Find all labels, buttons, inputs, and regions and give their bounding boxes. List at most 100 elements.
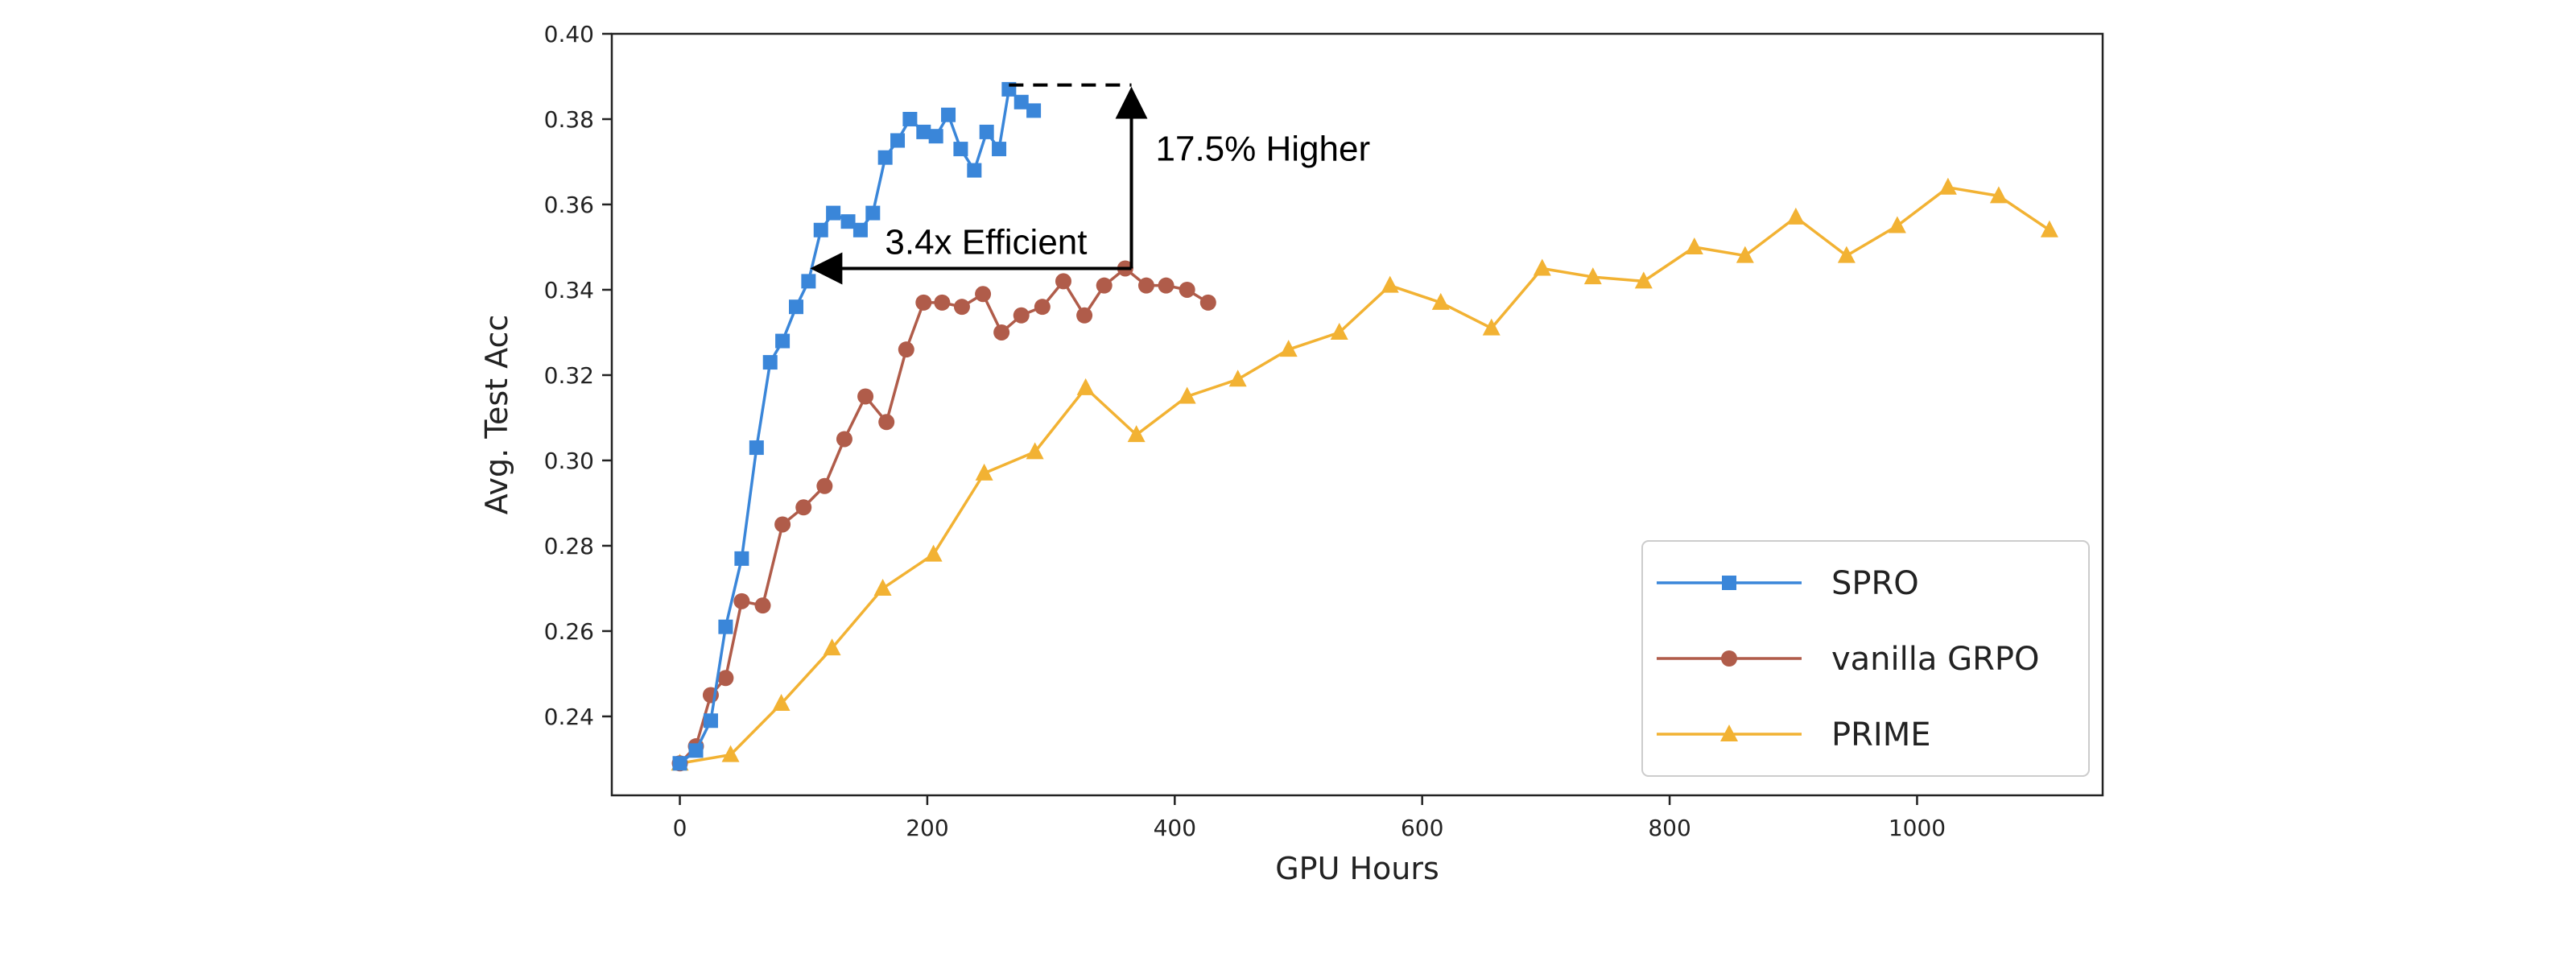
data-point [813, 222, 828, 237]
data-point [1228, 369, 1247, 387]
data-point [878, 414, 895, 431]
data-point [1055, 273, 1071, 290]
data-point [857, 388, 874, 405]
data-point [762, 355, 778, 370]
x-tick-label: 600 [1401, 815, 1443, 841]
data-point [1127, 425, 1146, 443]
legend-box [1641, 540, 2090, 777]
data-point [754, 597, 771, 614]
data-point [1076, 307, 1093, 324]
data-point [1583, 267, 1602, 285]
data-point [898, 341, 914, 358]
data-point [1026, 442, 1044, 460]
data-point [789, 299, 804, 315]
legend-marker [1722, 576, 1736, 590]
data-point [1381, 275, 1399, 293]
data-point [717, 670, 734, 687]
data-point [1279, 340, 1298, 357]
x-axis-label: GPU Hours [1275, 851, 1439, 886]
data-point [826, 205, 841, 221]
legend-item: SPRO [1657, 565, 1919, 602]
data-point [979, 124, 994, 139]
improvement-label: 17.5% Higher [1156, 130, 1371, 169]
data-point [1533, 258, 1551, 276]
data-point [775, 333, 791, 349]
y-tick-label: 0.34 [544, 277, 594, 303]
y-tick-label: 0.36 [544, 192, 594, 218]
data-point [1158, 277, 1174, 294]
series-vanilla-grpo [671, 260, 1216, 772]
data-point [928, 129, 943, 144]
data-point [890, 133, 906, 148]
y-tick-label: 0.24 [544, 704, 594, 730]
data-point [1026, 103, 1042, 118]
data-point [1786, 207, 1805, 225]
data-point [1482, 318, 1501, 336]
legend-label: vanilla GRPO [1831, 641, 2040, 678]
legend-marker [1721, 650, 1737, 667]
legend-item: vanilla GRPO [1657, 641, 2040, 678]
legend-marker [1720, 724, 1738, 741]
series-group [671, 81, 2058, 772]
data-point [672, 756, 687, 771]
y-tick-label: 0.38 [544, 106, 594, 133]
y-tick-label: 0.30 [544, 448, 594, 474]
data-point [1330, 322, 1348, 340]
series-line [679, 266, 1209, 765]
data-point [1989, 186, 2008, 204]
x-tick-label: 400 [1154, 815, 1196, 841]
data-point [801, 274, 816, 289]
data-point [1096, 277, 1113, 294]
x-tick-label: 800 [1648, 815, 1690, 841]
y-tick-label: 0.40 [544, 21, 594, 47]
data-point [1013, 307, 1030, 324]
series-line [679, 88, 1035, 765]
data-point [774, 516, 791, 533]
data-point [865, 205, 881, 221]
data-point [2040, 220, 2058, 237]
x-tick-label: 200 [906, 815, 948, 841]
series-prime [671, 177, 2058, 771]
data-point [873, 578, 892, 596]
data-point [1431, 292, 1450, 310]
plot-area [610, 32, 2104, 797]
data-point [836, 431, 852, 448]
data-point [795, 499, 812, 516]
data-point [703, 713, 718, 729]
x-tick-label: 1000 [1889, 815, 1946, 841]
data-point [1685, 237, 1703, 254]
y-axis-label: Avg. Test Acc [479, 315, 514, 515]
data-point [721, 745, 740, 762]
data-point [941, 107, 956, 122]
y-tick-label: 0.32 [544, 362, 594, 389]
y-tick-label: 0.26 [544, 618, 594, 645]
data-point [1199, 294, 1216, 311]
data-point [1736, 246, 1754, 263]
data-point [718, 619, 733, 634]
data-point [915, 294, 932, 311]
legend: SPRO vanilla GRPO PRIME [1641, 540, 2090, 777]
legend-label: SPRO [1831, 565, 1919, 602]
data-point [975, 286, 992, 303]
data-point [934, 294, 951, 311]
data-point [975, 463, 993, 481]
data-point [1034, 299, 1051, 316]
data-point [953, 299, 970, 316]
legend-label: PRIME [1831, 716, 1931, 753]
data-point [993, 324, 1010, 341]
data-point [852, 222, 868, 237]
data-point [953, 142, 968, 157]
data-point [1837, 246, 1856, 263]
data-point [1076, 378, 1095, 395]
legend-item: PRIME [1657, 716, 1931, 753]
data-point [924, 544, 943, 562]
data-point [967, 163, 982, 178]
data-point [688, 743, 704, 758]
data-point [733, 592, 750, 609]
data-point [1938, 177, 1957, 195]
data-point [916, 124, 931, 139]
data-point [902, 111, 918, 126]
series-spro [672, 81, 1042, 771]
data-point [772, 694, 791, 712]
